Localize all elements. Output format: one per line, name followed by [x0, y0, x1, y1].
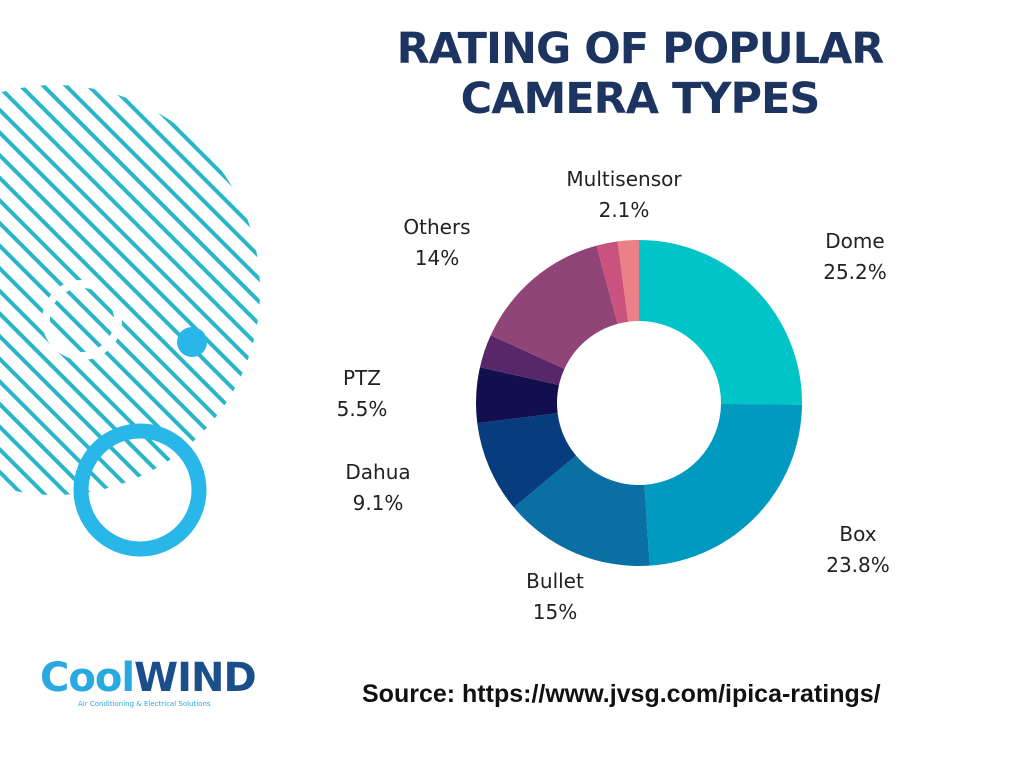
label-dahua-name: Dahua	[345, 460, 410, 484]
label-bullet-name: Bullet	[526, 569, 584, 593]
logo-word-part1: Cool	[40, 655, 135, 701]
small-dot-decoration	[177, 327, 207, 357]
striped-circle-decoration	[0, 85, 260, 495]
coolwind-logo: CoolWIND Air Conditioning & Electrical S…	[40, 656, 257, 716]
label-multisensor-value: 2.1%	[599, 198, 650, 222]
slice-box	[644, 403, 802, 566]
label-dome-value: 25.2%	[823, 260, 887, 284]
slice-dahua	[477, 413, 577, 508]
label-bullet-value: 15%	[533, 600, 577, 624]
label-multisensor-name: Multisensor	[566, 167, 682, 191]
chart-title-line1: RATING OF POPULAR	[396, 24, 885, 74]
source-citation: Source: https://www.jvsg.com/ipica-ratin…	[362, 680, 881, 708]
small-white-ring-decoration	[42, 280, 122, 360]
slice-ptz	[476, 367, 559, 424]
logo-word-part2: WIND	[134, 655, 257, 701]
slice-unlabeled-5	[479, 335, 565, 386]
label-box-name: Box	[839, 522, 876, 546]
logo-wordmark: CoolWIND	[40, 655, 257, 701]
label-others-name: Others	[403, 215, 470, 239]
slice-dome	[639, 240, 802, 405]
chart-title-line2: CAMERA TYPES	[460, 74, 821, 124]
label-ptz-name: PTZ	[343, 366, 381, 390]
slice-unlabeled-7	[596, 241, 629, 324]
slice-multisensor	[617, 240, 639, 322]
large-ring-decoration	[73, 423, 207, 557]
label-ptz-value: 5.5%	[337, 397, 388, 421]
label-dahua-value: 9.1%	[353, 491, 404, 515]
label-others-value: 14%	[415, 246, 459, 270]
label-box-value: 23.8%	[826, 553, 890, 577]
chart-title: RATING OF POPULAR CAMERA TYPES	[360, 24, 920, 124]
logo-tagline: Air Conditioning & Electrical Solutions	[78, 700, 211, 708]
slice-others	[490, 245, 618, 369]
slice-bullet	[513, 455, 650, 567]
label-dome-name: Dome	[825, 229, 884, 253]
